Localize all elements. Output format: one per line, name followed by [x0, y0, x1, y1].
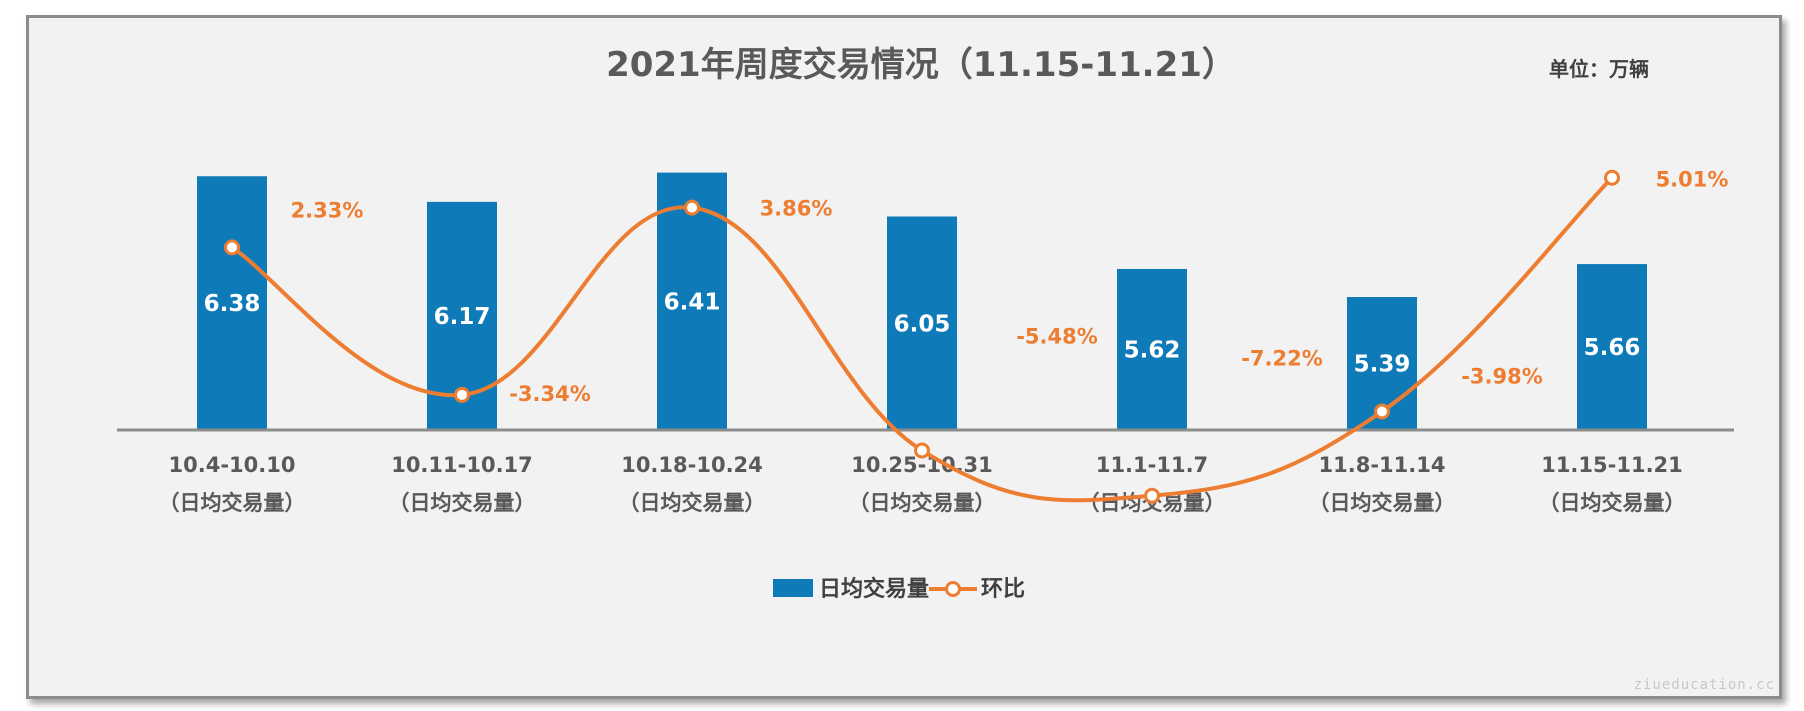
bar-1 — [197, 176, 267, 430]
line-point-7 — [1604, 169, 1620, 186]
line-layer — [224, 169, 1620, 504]
x-tick-sublabel: （日均交易量） — [159, 491, 306, 515]
bars-layer: 10.4-10.10 （日均交易量） 10.11-10.17 （日均交易量） 10.18… — [159, 172, 1686, 515]
x-tick-label: 10.4-10.10 — [169, 453, 296, 477]
x-tick-sublabel: （日均交易量） — [1539, 491, 1686, 515]
x-tick-sublabel: （日均交易量） — [1309, 491, 1456, 515]
bar-value-label: 6.05 — [894, 311, 951, 337]
x-tick-label: 10.11-10.17 — [391, 453, 533, 477]
legend-bar-swatch — [773, 579, 813, 597]
line-point-4 — [914, 442, 930, 459]
bar-value-label: 6.17 — [434, 304, 491, 330]
line-value-label: -3.34% — [509, 382, 591, 406]
bar-value-label: 5.39 — [1354, 352, 1411, 378]
chart-title: 2021年周度交易情况（11.15-11.21） — [606, 45, 1236, 85]
bar-4 — [887, 216, 957, 430]
line-value-label: -7.22% — [1241, 347, 1323, 371]
line-point-2 — [454, 386, 470, 403]
legend: 日均交易量 环比 — [773, 576, 1025, 602]
x-tick-label: 10.18-10.24 — [621, 453, 763, 477]
x-tick-sublabel: （日均交易量） — [389, 491, 536, 515]
bar-5 — [1117, 268, 1187, 430]
x-tick-label: 11.1-11.7 — [1096, 453, 1208, 477]
line-point-5 — [1144, 487, 1160, 504]
x-tick-sublabel: （日均交易量） — [619, 491, 766, 515]
x-tick-sublabel: （日均交易量） — [849, 491, 996, 515]
bar-7 — [1577, 264, 1647, 430]
line-value-label: 2.33% — [291, 198, 364, 222]
bar-value-label: 5.66 — [1584, 335, 1641, 361]
line-value-label: -3.98% — [1461, 364, 1543, 388]
line-value-label: 3.86% — [760, 197, 833, 221]
unit-label: 单位：万辆 — [1549, 57, 1649, 81]
labels-layer: 6.38 6.17 6.41 6.05 5.62 5.39 5.66 2.33% -3.34% 3… — [204, 168, 1729, 406]
legend-line-label: 环比 — [981, 577, 1025, 602]
bar-value-label: 5.62 — [1124, 337, 1181, 363]
bar-value-label: 6.38 — [204, 291, 261, 317]
line-point-6 — [1374, 403, 1390, 420]
line-value-label: 5.01% — [1656, 168, 1729, 192]
chart-area: 2021年周度交易情况（11.15-11.21） 单位：万辆 10.4-10.1… — [117, 45, 1734, 602]
bar-value-label: 6.41 — [664, 289, 721, 315]
line-point-3 — [684, 199, 700, 216]
line-value-label: -5.48% — [1016, 324, 1098, 348]
legend-bar-label: 日均交易量 — [819, 576, 929, 602]
legend-line-marker — [945, 581, 961, 597]
line-point-1 — [224, 239, 240, 256]
x-tick-label: 11.15-11.21 — [1541, 453, 1683, 477]
x-tick-label: 11.8-11.14 — [1319, 453, 1446, 477]
chart-frame: 2021年周度交易情况（11.15-11.21） 单位：万辆 10.4-10.1… — [26, 15, 1782, 699]
watermark: ziueducation.cc — [1633, 677, 1775, 693]
